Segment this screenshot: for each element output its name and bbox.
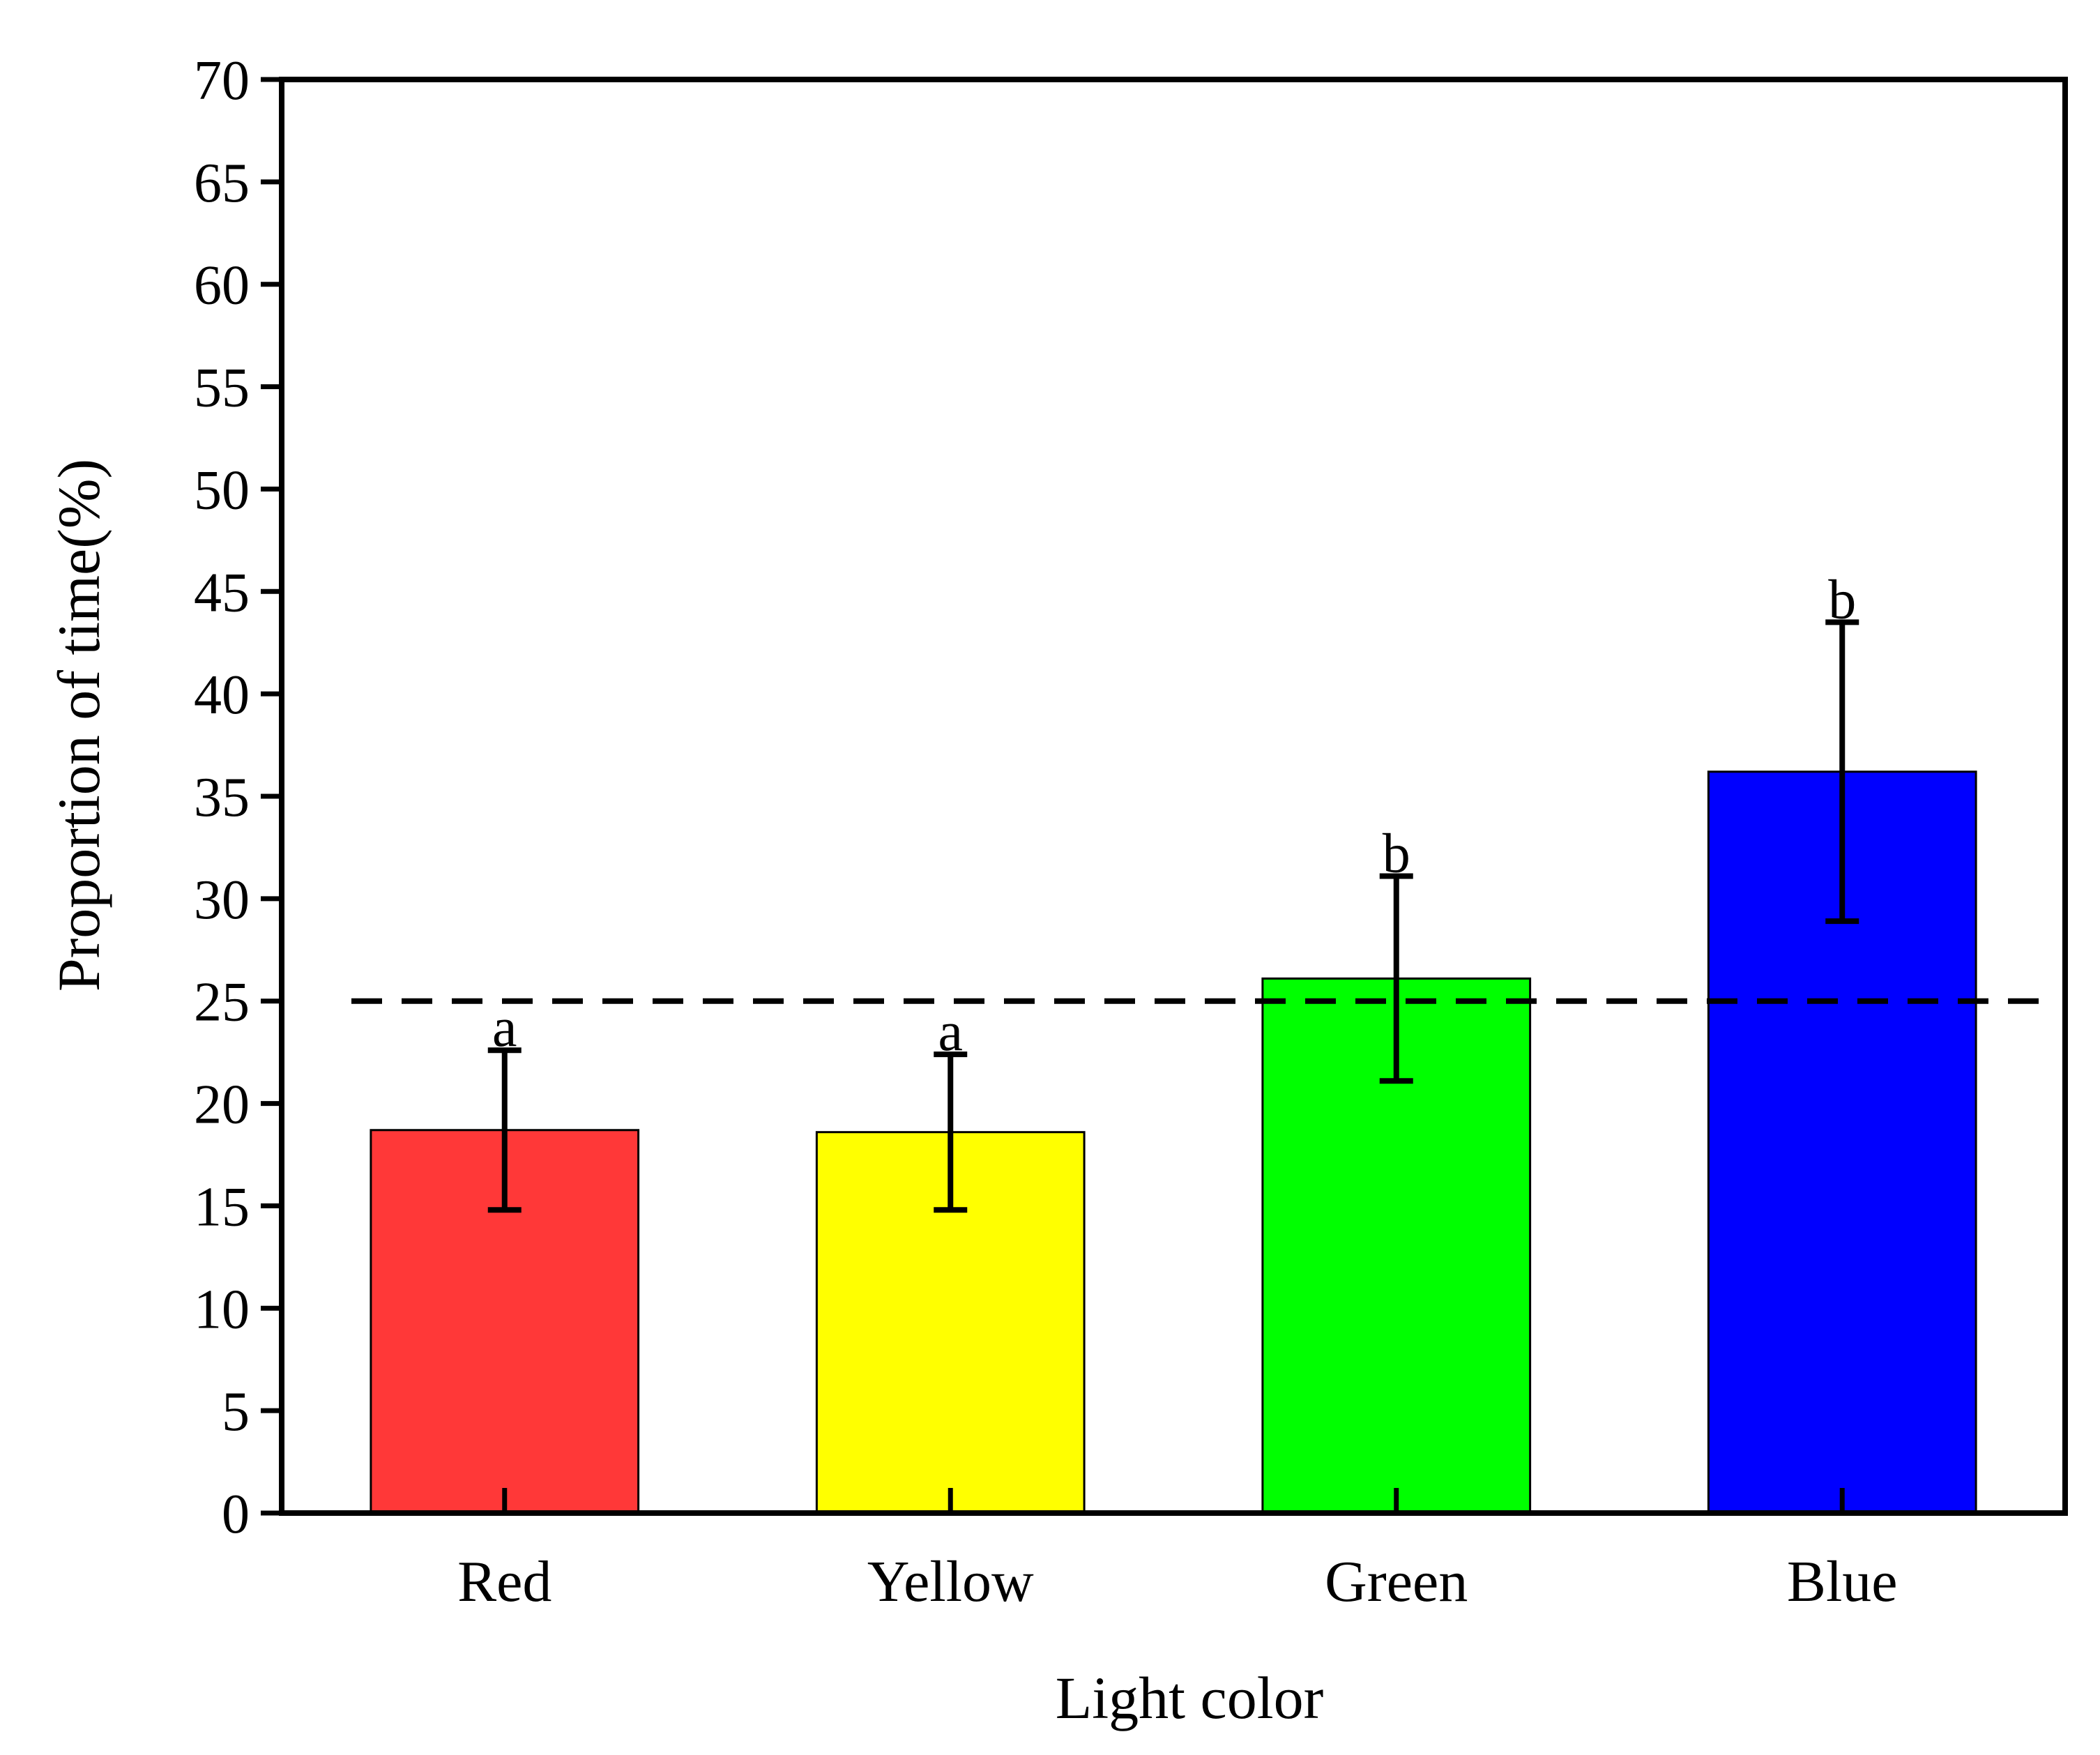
y-tick-label-10: 10 [194,1279,250,1340]
y-tick-label-50: 50 [194,459,250,521]
significance-label-green: b [1383,823,1410,885]
y-tick-label-25: 25 [194,972,250,1033]
ticks-layer [261,77,1845,1516]
bars-layer [370,770,1977,1514]
y-tick-label-70: 70 [194,50,250,112]
y-tick-label-55: 55 [194,358,250,419]
y-tick-label-60: 60 [194,255,250,317]
y-tick-label-65: 65 [194,153,250,214]
y-tick-label-30: 30 [194,869,250,931]
y-tick-label-15: 15 [194,1176,250,1238]
y-axis-title: Proportion of time(%) [45,459,112,992]
labels-layer: a a b b 0 5 10 15 20 25 30 35 40 45 50 55 60 65 70 Red Yello… [194,50,1898,1614]
x-axis-title: Light color [1056,1664,1324,1731]
y-tick-label-35: 35 [194,767,250,828]
x-tick-label-blue: Blue [1787,1549,1898,1614]
error-bars-layer [487,619,1859,1213]
y-tick-label-20: 20 [194,1074,250,1136]
x-tick-label-green: Green [1325,1549,1468,1614]
x-tick-label-red: Red [457,1549,551,1614]
y-tick-label-40: 40 [194,664,250,726]
significance-label-red: a [492,997,517,1058]
significance-label-yellow: a [938,1001,963,1063]
y-tick-label-45: 45 [194,562,250,623]
significance-label-blue: b [1828,569,1856,630]
y-tick-label-5: 5 [222,1381,250,1443]
x-tick-label-yellow: Yellow [867,1549,1034,1614]
y-tick-label-0: 0 [222,1484,250,1545]
